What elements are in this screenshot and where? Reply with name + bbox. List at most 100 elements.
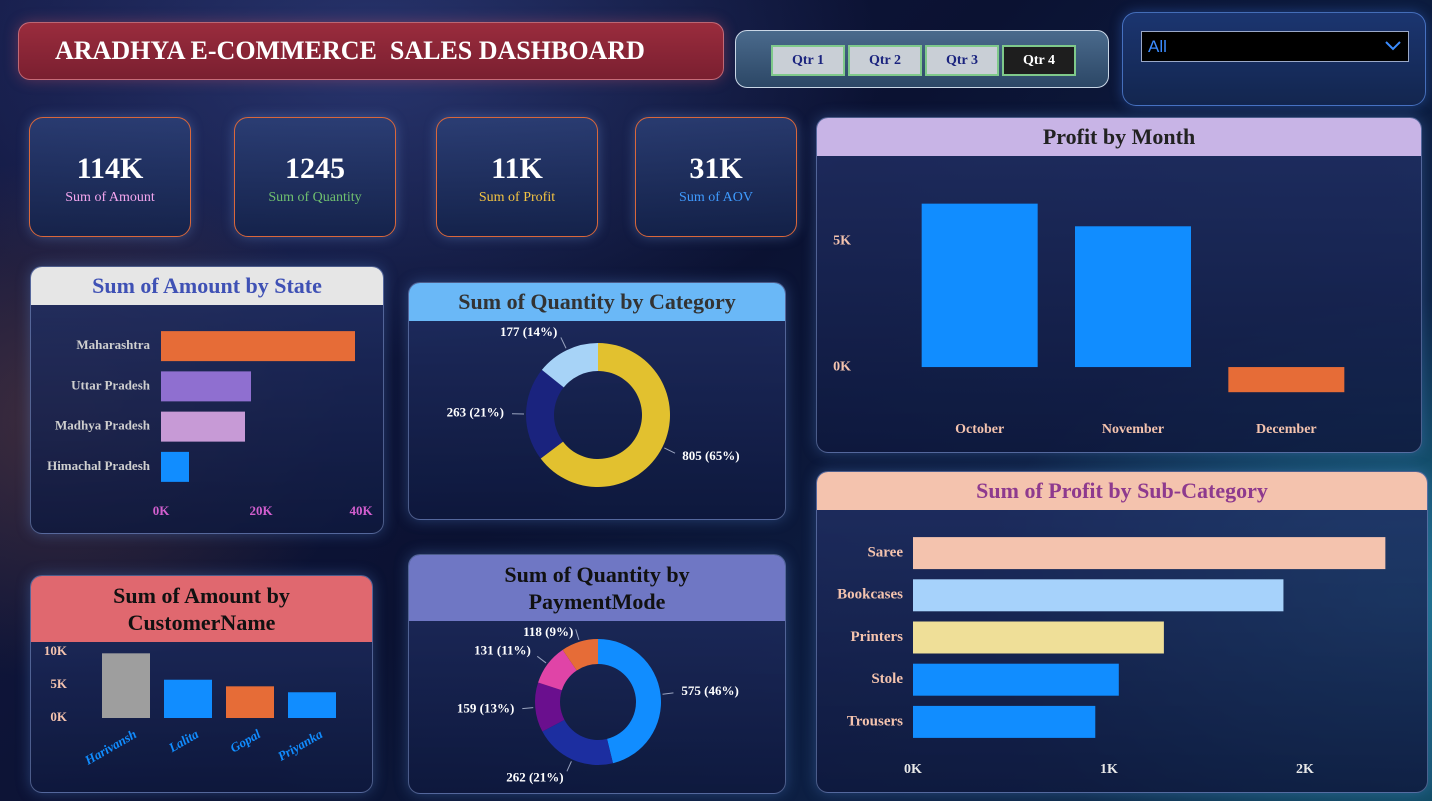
x-tick-label: 20K <box>249 503 273 518</box>
kpi-label: Sum of Profit <box>478 190 556 205</box>
y-tick-label: 0K <box>50 709 68 724</box>
kpi-value: 31K <box>689 152 743 185</box>
data-label: 575 (46%) <box>681 683 738 698</box>
data-label: 263 (21%) <box>447 405 504 420</box>
quarter-slicer: Qtr 1 Qtr 2 Qtr 3 Qtr 4 <box>735 30 1109 88</box>
y-tick-label: 5K <box>833 234 851 249</box>
data-label: 805 (65%) <box>682 448 739 463</box>
bar <box>921 203 1038 368</box>
x-tick-label: Harivansh <box>81 726 139 768</box>
x-tick-label: Lalita <box>165 726 201 756</box>
bar <box>913 537 1386 570</box>
chart-panel: Sum of Amount by State 0K 20K 40K Maharasht… <box>30 266 384 534</box>
bar <box>164 679 212 718</box>
donut-segment <box>562 639 598 671</box>
y-tick-label: Bookcases <box>837 587 903 603</box>
chart-panel: Sum of Quantity by PaymentMode 575 (46%)… <box>408 554 786 794</box>
quarter-button[interactable]: Qtr 1 <box>771 45 845 76</box>
data-label: 118 (9%) <box>523 624 573 639</box>
donut-segment <box>598 639 662 764</box>
bar <box>913 705 1096 738</box>
y-tick-label: 5K <box>50 676 68 691</box>
x-tick-label: Priyanka <box>275 726 325 764</box>
y-tick-label: Maharashtra <box>76 337 150 352</box>
chart-title: Sum of Amount by CustomerName <box>31 576 372 642</box>
leader-line <box>664 447 676 454</box>
x-tick-label: 0K <box>153 503 171 518</box>
chart-title: Sum of Amount by State <box>31 267 383 305</box>
chart-panel: Sum of Quantity by Category 805 (65%) 263… <box>408 282 786 520</box>
x-tick-label: December <box>1256 422 1317 437</box>
kpi-card: 11K Sum of Profit <box>436 117 598 237</box>
bar <box>161 371 251 402</box>
chart: 0K 20K 40K Maharashtra Uttar Pradesh Madhya P… <box>47 331 373 518</box>
bar <box>913 663 1119 696</box>
kpi-value: 1245 <box>285 152 345 185</box>
donut-segment <box>535 682 565 732</box>
data-label: 262 (21%) <box>506 770 563 785</box>
bar <box>161 451 189 482</box>
bar <box>1228 367 1345 393</box>
filter-panel: All <box>1122 12 1426 106</box>
bar <box>161 411 245 442</box>
chart-panel: Profit by Month 0K 5K October November Decem… <box>816 117 1422 453</box>
donut-segment <box>540 343 670 487</box>
donut-segment <box>538 649 577 691</box>
leader-line <box>536 655 547 664</box>
bar <box>1075 226 1191 368</box>
kpi-card: 31K Sum of AOV <box>635 117 797 237</box>
quarter-button[interactable]: Qtr 4 <box>1002 45 1076 76</box>
data-label: 131 (11%) <box>474 643 531 658</box>
y-tick-label: Uttar Pradesh <box>71 377 151 392</box>
kpi-label: Sum of Amount <box>65 190 155 205</box>
x-tick-label: 1K <box>1100 762 1118 777</box>
data-label: 177 (14%) <box>500 324 557 339</box>
y-tick-label: Saree <box>867 545 903 561</box>
bar <box>913 579 1284 612</box>
leader-line <box>575 629 580 641</box>
chart-title: Sum of Quantity by Category <box>409 283 785 321</box>
leader-line <box>662 692 674 695</box>
bar <box>913 621 1164 654</box>
y-tick-label: Stole <box>871 671 903 687</box>
y-tick-label: 10K <box>44 643 68 658</box>
y-tick-label: Madhya Pradesh <box>55 418 151 433</box>
chart-panel: Sum of Amount by CustomerName 0K 5K 10K Har… <box>30 575 373 793</box>
chevron <box>1385 41 1401 51</box>
x-tick-label: November <box>1102 422 1164 437</box>
x-tick-label: Gopal <box>227 726 263 755</box>
x-tick-label: October <box>955 422 1004 437</box>
leader-line <box>560 337 567 349</box>
kpi-label: Sum of AOV <box>679 190 753 205</box>
quarter-button[interactable]: Qtr 2 <box>848 45 922 76</box>
y-tick-label: 0K <box>833 359 851 374</box>
dashboard-title: ARADHYA E-COMMERCE SALES DASHBOARD <box>18 22 724 80</box>
chart-title: Sum of Profit by Sub-Category <box>817 472 1427 510</box>
donut-segment <box>542 719 613 765</box>
x-tick-label: 0K <box>904 762 922 777</box>
chart-title: Sum of Quantity by PaymentMode <box>409 555 785 621</box>
data-label: 159 (13%) <box>457 700 514 715</box>
kpi-card: 114K Sum of Amount <box>29 117 191 237</box>
bar <box>226 686 274 718</box>
chart-title: Profit by Month <box>817 118 1421 156</box>
y-tick-label: Printers <box>851 629 904 645</box>
donut-segment <box>526 369 564 459</box>
kpi-label: Sum of Quantity <box>268 190 362 205</box>
kpi-card: 1245 Sum of Quantity <box>234 117 396 237</box>
quarter-button[interactable]: Qtr 3 <box>925 45 999 76</box>
donut-segment <box>541 343 598 388</box>
chart: 575 (46%) 262 (21%) 159 (13%) 131 (11%) 118 … <box>457 624 739 785</box>
leader-line <box>522 707 534 710</box>
chart-panel: Sum of Profit by Sub-Category 0K 1K 2K Sare… <box>816 471 1428 793</box>
x-tick-label: 2K <box>1296 762 1314 777</box>
dropdown[interactable]: All <box>1141 31 1409 62</box>
leader-line <box>566 761 572 772</box>
bar <box>102 653 150 718</box>
bar <box>161 331 355 362</box>
kpi-value: 114K <box>76 152 144 185</box>
x-tick-label: 40K <box>349 503 373 518</box>
y-tick-label: Himachal Pradesh <box>47 458 151 473</box>
dropdown-value: All <box>1148 36 1167 56</box>
